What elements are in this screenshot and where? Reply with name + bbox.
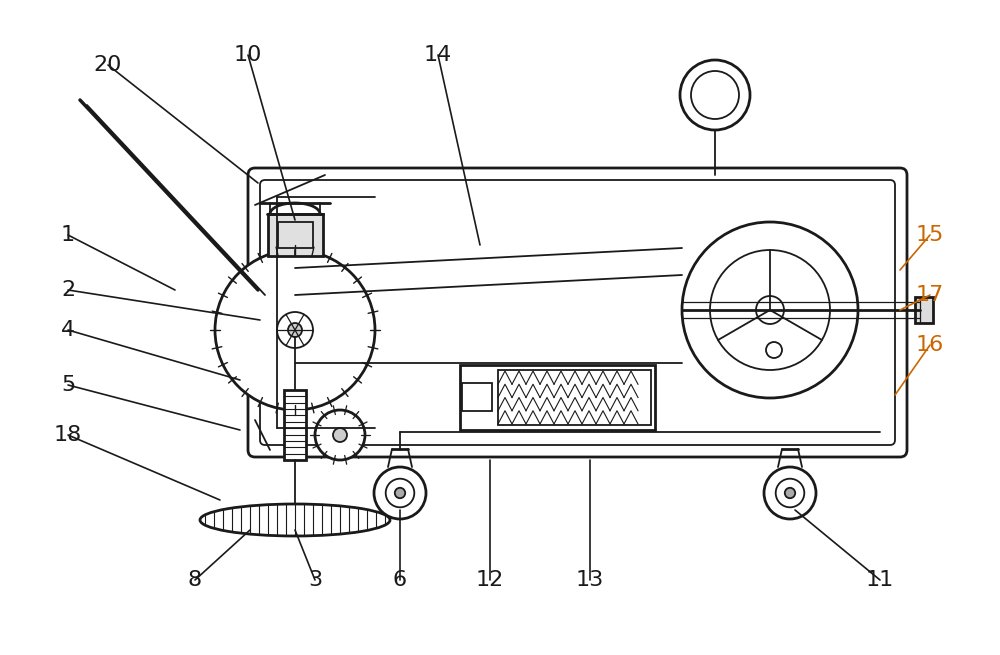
Bar [498, 370, 651, 425]
Circle shape [691, 71, 739, 119]
Bar [268, 214, 323, 256]
Text: 5: 5 [61, 375, 75, 395]
Bar [460, 365, 655, 430]
Bar [915, 297, 933, 323]
Text: 15: 15 [916, 225, 944, 245]
Text: 6: 6 [393, 570, 407, 590]
Text: 2: 2 [61, 280, 75, 300]
Text: 1: 1 [61, 225, 75, 245]
Text: 16: 16 [916, 335, 944, 355]
Ellipse shape [200, 504, 390, 536]
Text: 10: 10 [234, 45, 262, 65]
Circle shape [333, 428, 347, 442]
Circle shape [785, 488, 795, 498]
Bar [284, 390, 306, 460]
Text: 8: 8 [188, 570, 202, 590]
Text: 3: 3 [308, 570, 322, 590]
Text: 4: 4 [61, 320, 75, 340]
Circle shape [215, 250, 375, 410]
Circle shape [766, 342, 782, 358]
Circle shape [756, 296, 784, 324]
Text: 11: 11 [866, 570, 894, 590]
Text: 12: 12 [476, 570, 504, 590]
Bar [278, 222, 313, 248]
Circle shape [315, 410, 365, 460]
Text: 18: 18 [54, 425, 82, 445]
Circle shape [682, 222, 858, 398]
Text: 20: 20 [94, 55, 122, 75]
Circle shape [680, 60, 750, 130]
Circle shape [374, 467, 426, 519]
Circle shape [764, 467, 816, 519]
Bar [462, 383, 492, 411]
FancyBboxPatch shape [248, 168, 907, 457]
Text: 13: 13 [576, 570, 604, 590]
Circle shape [395, 488, 405, 498]
Circle shape [288, 323, 302, 337]
Circle shape [277, 312, 313, 348]
Text: 17: 17 [916, 285, 944, 305]
Text: 14: 14 [424, 45, 452, 65]
